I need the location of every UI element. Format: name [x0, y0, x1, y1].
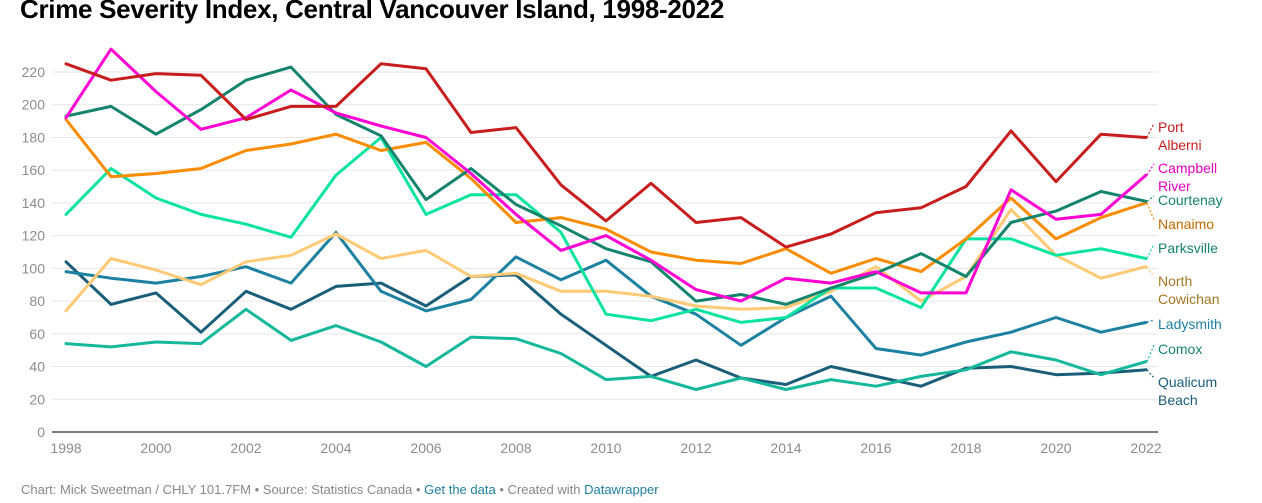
credit-text: Chart: Mick Sweetman / CHLY 101.7FM	[21, 482, 251, 497]
y-tick-label: 200	[22, 97, 46, 113]
x-tick-label: 2014	[770, 440, 801, 456]
series-line-courtenay	[64, 65, 1148, 306]
label-connector	[1146, 344, 1155, 362]
y-tick-label: 220	[22, 64, 46, 80]
series-label-line: Nanaimo	[1158, 216, 1214, 232]
datawrapper-link[interactable]: Datawrapper	[584, 482, 659, 497]
series-label-line: North	[1158, 273, 1192, 289]
series-line-comox	[64, 307, 1148, 391]
source-text: Source: Statistics Canada	[262, 482, 413, 497]
y-tick-label: 180	[22, 129, 46, 145]
y-tick-label: 60	[29, 326, 45, 342]
y-tick-label: 40	[29, 359, 45, 375]
x-tick-label: 2018	[950, 440, 981, 456]
x-tick-label: 2010	[590, 440, 621, 456]
gridlines	[52, 71, 1158, 433]
x-tick-label: 2008	[500, 440, 531, 456]
series-line-ladysmith	[64, 230, 1148, 357]
y-tick-label: 140	[22, 195, 46, 211]
series-label-north-cowichan: North Cowichan	[1158, 273, 1219, 307]
series-label-line: Courtenay	[1158, 192, 1223, 208]
label-connector	[1146, 163, 1155, 176]
x-tick-label: 2002	[230, 440, 261, 456]
chart-title: Crime Severity Index, Central Vancouver …	[20, 0, 725, 24]
series-line-port-alberni	[64, 62, 1148, 249]
x-tick-label: 2022	[1130, 440, 1161, 456]
series-label-line: Alberni	[1158, 137, 1202, 153]
separator: •	[412, 482, 425, 497]
y-tick-label: 160	[22, 162, 46, 178]
series-label-line: Beach	[1158, 392, 1198, 408]
label-connector	[1146, 319, 1155, 323]
separator: •	[495, 482, 508, 497]
series-label-line: Port	[1158, 119, 1184, 135]
separator: •	[251, 482, 263, 497]
series-label-line: Qualicum	[1158, 374, 1217, 390]
label-connector	[1146, 122, 1155, 138]
series-label-line: Comox	[1158, 341, 1202, 357]
x-tick-label: 2000	[140, 440, 171, 456]
series-label-courtenay: Courtenay	[1158, 192, 1223, 208]
y-tick-label: 0	[37, 424, 45, 440]
x-tick-label: 2020	[1040, 440, 1071, 456]
series-label-port-alberni: Port Alberni	[1158, 119, 1202, 153]
series-label-line: Cowichan	[1158, 291, 1219, 307]
series-label-campbell-river: Campbell River	[1158, 160, 1217, 194]
label-connector	[1146, 195, 1155, 202]
series-label-line: Campbell	[1158, 160, 1217, 176]
series-line-campbell-river	[64, 47, 1148, 303]
x-tick-label: 2004	[320, 440, 351, 456]
series-label-ladysmith: Ladysmith	[1158, 316, 1222, 332]
y-tick-label: 80	[29, 293, 45, 309]
series-lines	[64, 47, 1148, 391]
series-label-parksville: Parksville	[1158, 240, 1218, 256]
y-tick-label: 100	[22, 260, 46, 276]
y-axis-ticks: 0 20 40 60 80 100 120 140 160 180 200 220	[22, 64, 46, 440]
chart-footer: Chart: Mick Sweetman / CHLY 101.7FM • So…	[21, 482, 659, 497]
label-connector	[1146, 369, 1155, 379]
series-label-qualicum-beach: Qualicum Beach	[1158, 374, 1217, 408]
series-label-comox: Comox	[1158, 341, 1202, 357]
y-tick-label: 20	[29, 391, 45, 407]
series-label-line: Ladysmith	[1158, 316, 1222, 332]
x-axis-ticks: 1998 2000 2002 2004 2006 2008 2010 2012 2014 2016…	[50, 440, 1161, 456]
created-with-text: Created with	[507, 482, 581, 497]
series-label-line: River	[1158, 178, 1191, 194]
x-tick-label: 2012	[680, 440, 711, 456]
x-tick-label: 1998	[50, 440, 81, 456]
x-tick-label: 2006	[410, 440, 441, 456]
y-tick-label: 120	[22, 228, 46, 244]
label-connector	[1146, 202, 1155, 221]
series-label-nanaimo: Nanaimo	[1158, 216, 1214, 232]
get-the-data-link[interactable]: Get the data	[424, 482, 496, 497]
label-connector	[1146, 243, 1155, 259]
series-line-nanaimo	[64, 118, 1148, 275]
series-label-line: Parksville	[1158, 240, 1218, 256]
x-tick-label: 2016	[860, 440, 891, 456]
